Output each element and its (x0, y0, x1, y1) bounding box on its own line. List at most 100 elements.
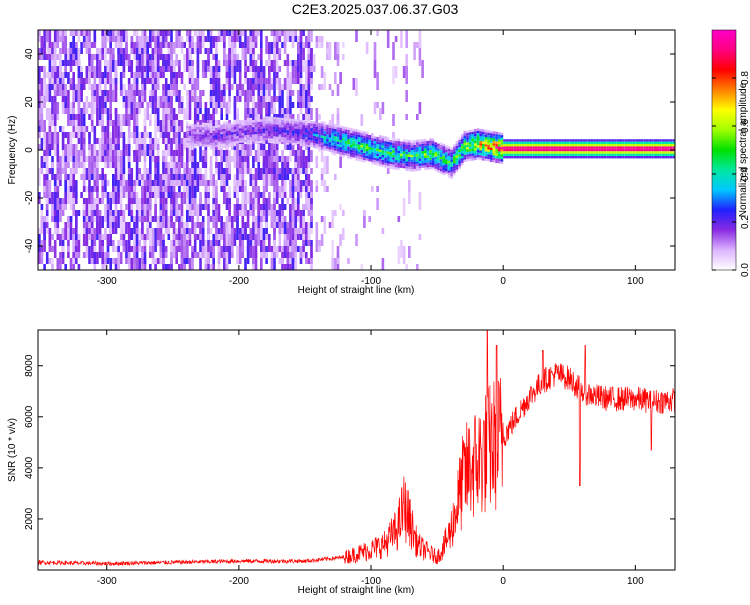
signal-cell (254, 129, 258, 132)
signal-cell (347, 129, 350, 133)
signal-cell (582, 153, 586, 156)
signal-cell (215, 127, 218, 131)
signal-cell (484, 156, 488, 159)
signal-cell (537, 153, 541, 156)
signal-cell (270, 116, 274, 120)
noise-cell (114, 138, 118, 144)
noise-cell (188, 168, 192, 186)
noise-cell (183, 186, 186, 192)
noise-cell (254, 30, 258, 36)
noise-cell (38, 168, 41, 186)
noise-cell (196, 234, 200, 240)
signal-cell (215, 130, 218, 133)
noise-cell (217, 78, 221, 90)
signal-cell (281, 132, 284, 135)
signal-cell (606, 144, 609, 147)
signal-cell (312, 121, 316, 124)
signal-cell (294, 135, 297, 139)
signal-cell (619, 153, 623, 156)
signal-cell (593, 153, 596, 156)
signal-cell (357, 137, 361, 140)
noise-cell (178, 222, 181, 228)
signal-cell (347, 139, 350, 142)
noise-cell (175, 114, 178, 120)
noise-cell (80, 108, 83, 126)
signal-cell (360, 147, 364, 150)
signal-cell (260, 128, 263, 132)
signal-cell (323, 136, 327, 139)
noise-cell (262, 216, 266, 222)
signal-cell (648, 141, 652, 144)
noise-cell (117, 174, 120, 192)
noise-cell (156, 156, 160, 174)
signal-cell (289, 137, 292, 141)
spectrogram-y-tick-label: 40 (24, 48, 35, 60)
noise-cell (201, 90, 205, 96)
noise-cell (257, 168, 260, 180)
signal-cell (191, 138, 194, 141)
noise-cell (51, 264, 54, 270)
noise-cell (217, 246, 221, 264)
noise-cell (305, 252, 308, 258)
noise-cell (188, 36, 192, 42)
noise-cell (268, 210, 271, 216)
signal-cell (426, 152, 430, 156)
noise-cell (281, 216, 284, 222)
noise-cell (82, 168, 86, 186)
signal-cell (423, 155, 427, 158)
noise-cell (138, 258, 141, 270)
signal-cell (471, 151, 475, 154)
signal-cell (500, 135, 504, 138)
noise-cell (141, 66, 144, 84)
noise-cell (135, 156, 139, 162)
signal-cell (352, 138, 356, 141)
noise-cell (38, 234, 41, 240)
noise-cell (82, 42, 86, 48)
signal-cell (323, 128, 327, 132)
signal-cell (241, 125, 245, 129)
signal-cell (410, 159, 414, 162)
noise-cell (162, 90, 165, 96)
signal-cell (608, 156, 612, 159)
noise-cell (201, 36, 205, 48)
signal-cell (445, 166, 448, 169)
signal-cell (638, 151, 641, 154)
signal-cell (389, 156, 393, 160)
signal-cell (638, 139, 641, 142)
signal-cell (278, 141, 282, 144)
signal-cell (556, 139, 559, 142)
signal-cell (241, 128, 245, 131)
signal-cell (246, 127, 250, 131)
noise-cell (294, 198, 297, 210)
noise-cell (416, 264, 419, 270)
noise-cell (307, 30, 311, 42)
noise-cell (127, 54, 131, 66)
noise-cell (151, 258, 155, 264)
noise-cell (143, 78, 147, 84)
noise-cell (283, 264, 287, 270)
noise-cell (183, 228, 186, 246)
signal-cell (268, 131, 271, 134)
signal-cell (579, 146, 583, 149)
signal-cell (199, 141, 202, 144)
signal-cell (474, 136, 477, 139)
signal-cell (439, 168, 443, 172)
signal-cell (334, 145, 337, 149)
noise-cell (96, 54, 99, 72)
signal-cell (339, 147, 342, 150)
signal-cell (648, 153, 652, 156)
noise-cell (312, 54, 316, 66)
signal-cell (474, 150, 477, 153)
signal-cell (553, 151, 556, 154)
signal-cell (347, 146, 350, 149)
noise-cell (154, 186, 157, 204)
signal-cell (191, 145, 194, 149)
noise-cell (273, 222, 276, 228)
signal-cell (283, 127, 287, 131)
noise-cell (244, 180, 247, 186)
signal-cell (373, 160, 377, 163)
noise-cell (59, 234, 62, 240)
signal-cell (476, 140, 480, 143)
noise-cell (215, 78, 218, 96)
noise-cell (167, 216, 171, 234)
